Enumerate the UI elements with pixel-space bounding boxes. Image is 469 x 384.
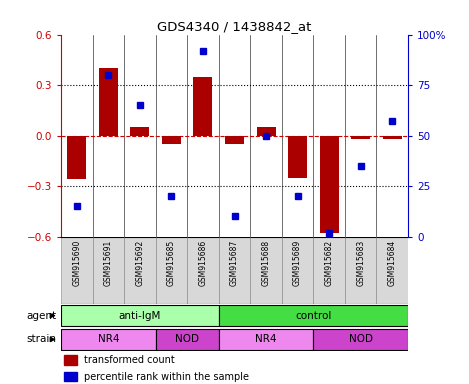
Bar [64, 372, 76, 381]
Text: strain: strain [26, 334, 56, 344]
Bar [250, 237, 282, 304]
Text: transformed count: transformed count [83, 356, 174, 366]
Text: GSM915686: GSM915686 [198, 240, 207, 286]
Text: GSM915683: GSM915683 [356, 240, 365, 286]
Bar [61, 305, 219, 326]
Bar [187, 237, 219, 304]
Bar [282, 237, 313, 304]
Text: GSM915691: GSM915691 [104, 240, 113, 286]
Text: agent: agent [26, 311, 56, 321]
Bar [345, 237, 377, 304]
Text: NOD: NOD [175, 334, 199, 344]
Bar [156, 329, 219, 350]
Bar [219, 237, 250, 304]
Bar [383, 136, 402, 139]
Bar [313, 329, 408, 350]
Text: GSM915690: GSM915690 [72, 240, 81, 286]
Bar [67, 136, 86, 179]
Text: control: control [295, 311, 332, 321]
Bar [194, 77, 212, 136]
Text: percentile rank within the sample: percentile rank within the sample [83, 372, 249, 382]
Bar [130, 127, 149, 136]
Bar [219, 305, 408, 326]
Bar [257, 127, 275, 136]
Bar [225, 136, 244, 144]
Text: GSM915689: GSM915689 [293, 240, 302, 286]
Text: GSM915687: GSM915687 [230, 240, 239, 286]
Title: GDS4340 / 1438842_at: GDS4340 / 1438842_at [157, 20, 312, 33]
Text: NR4: NR4 [255, 334, 277, 344]
Text: GSM915685: GSM915685 [167, 240, 176, 286]
Text: anti-IgM: anti-IgM [119, 311, 161, 321]
Text: NR4: NR4 [98, 334, 119, 344]
Bar [61, 329, 156, 350]
Text: GSM915682: GSM915682 [325, 240, 333, 286]
Bar [377, 237, 408, 304]
Text: GSM915692: GSM915692 [136, 240, 144, 286]
Bar [320, 136, 339, 233]
Text: GSM915688: GSM915688 [262, 240, 271, 286]
Bar [219, 329, 313, 350]
Bar [313, 237, 345, 304]
Bar [64, 355, 76, 365]
Bar [288, 136, 307, 178]
Text: GSM915684: GSM915684 [388, 240, 397, 286]
Bar [351, 136, 370, 139]
Bar [124, 237, 156, 304]
Text: NOD: NOD [349, 334, 373, 344]
Bar [61, 237, 92, 304]
Bar [162, 136, 181, 144]
Bar [92, 237, 124, 304]
Bar [99, 68, 118, 136]
Bar [156, 237, 187, 304]
